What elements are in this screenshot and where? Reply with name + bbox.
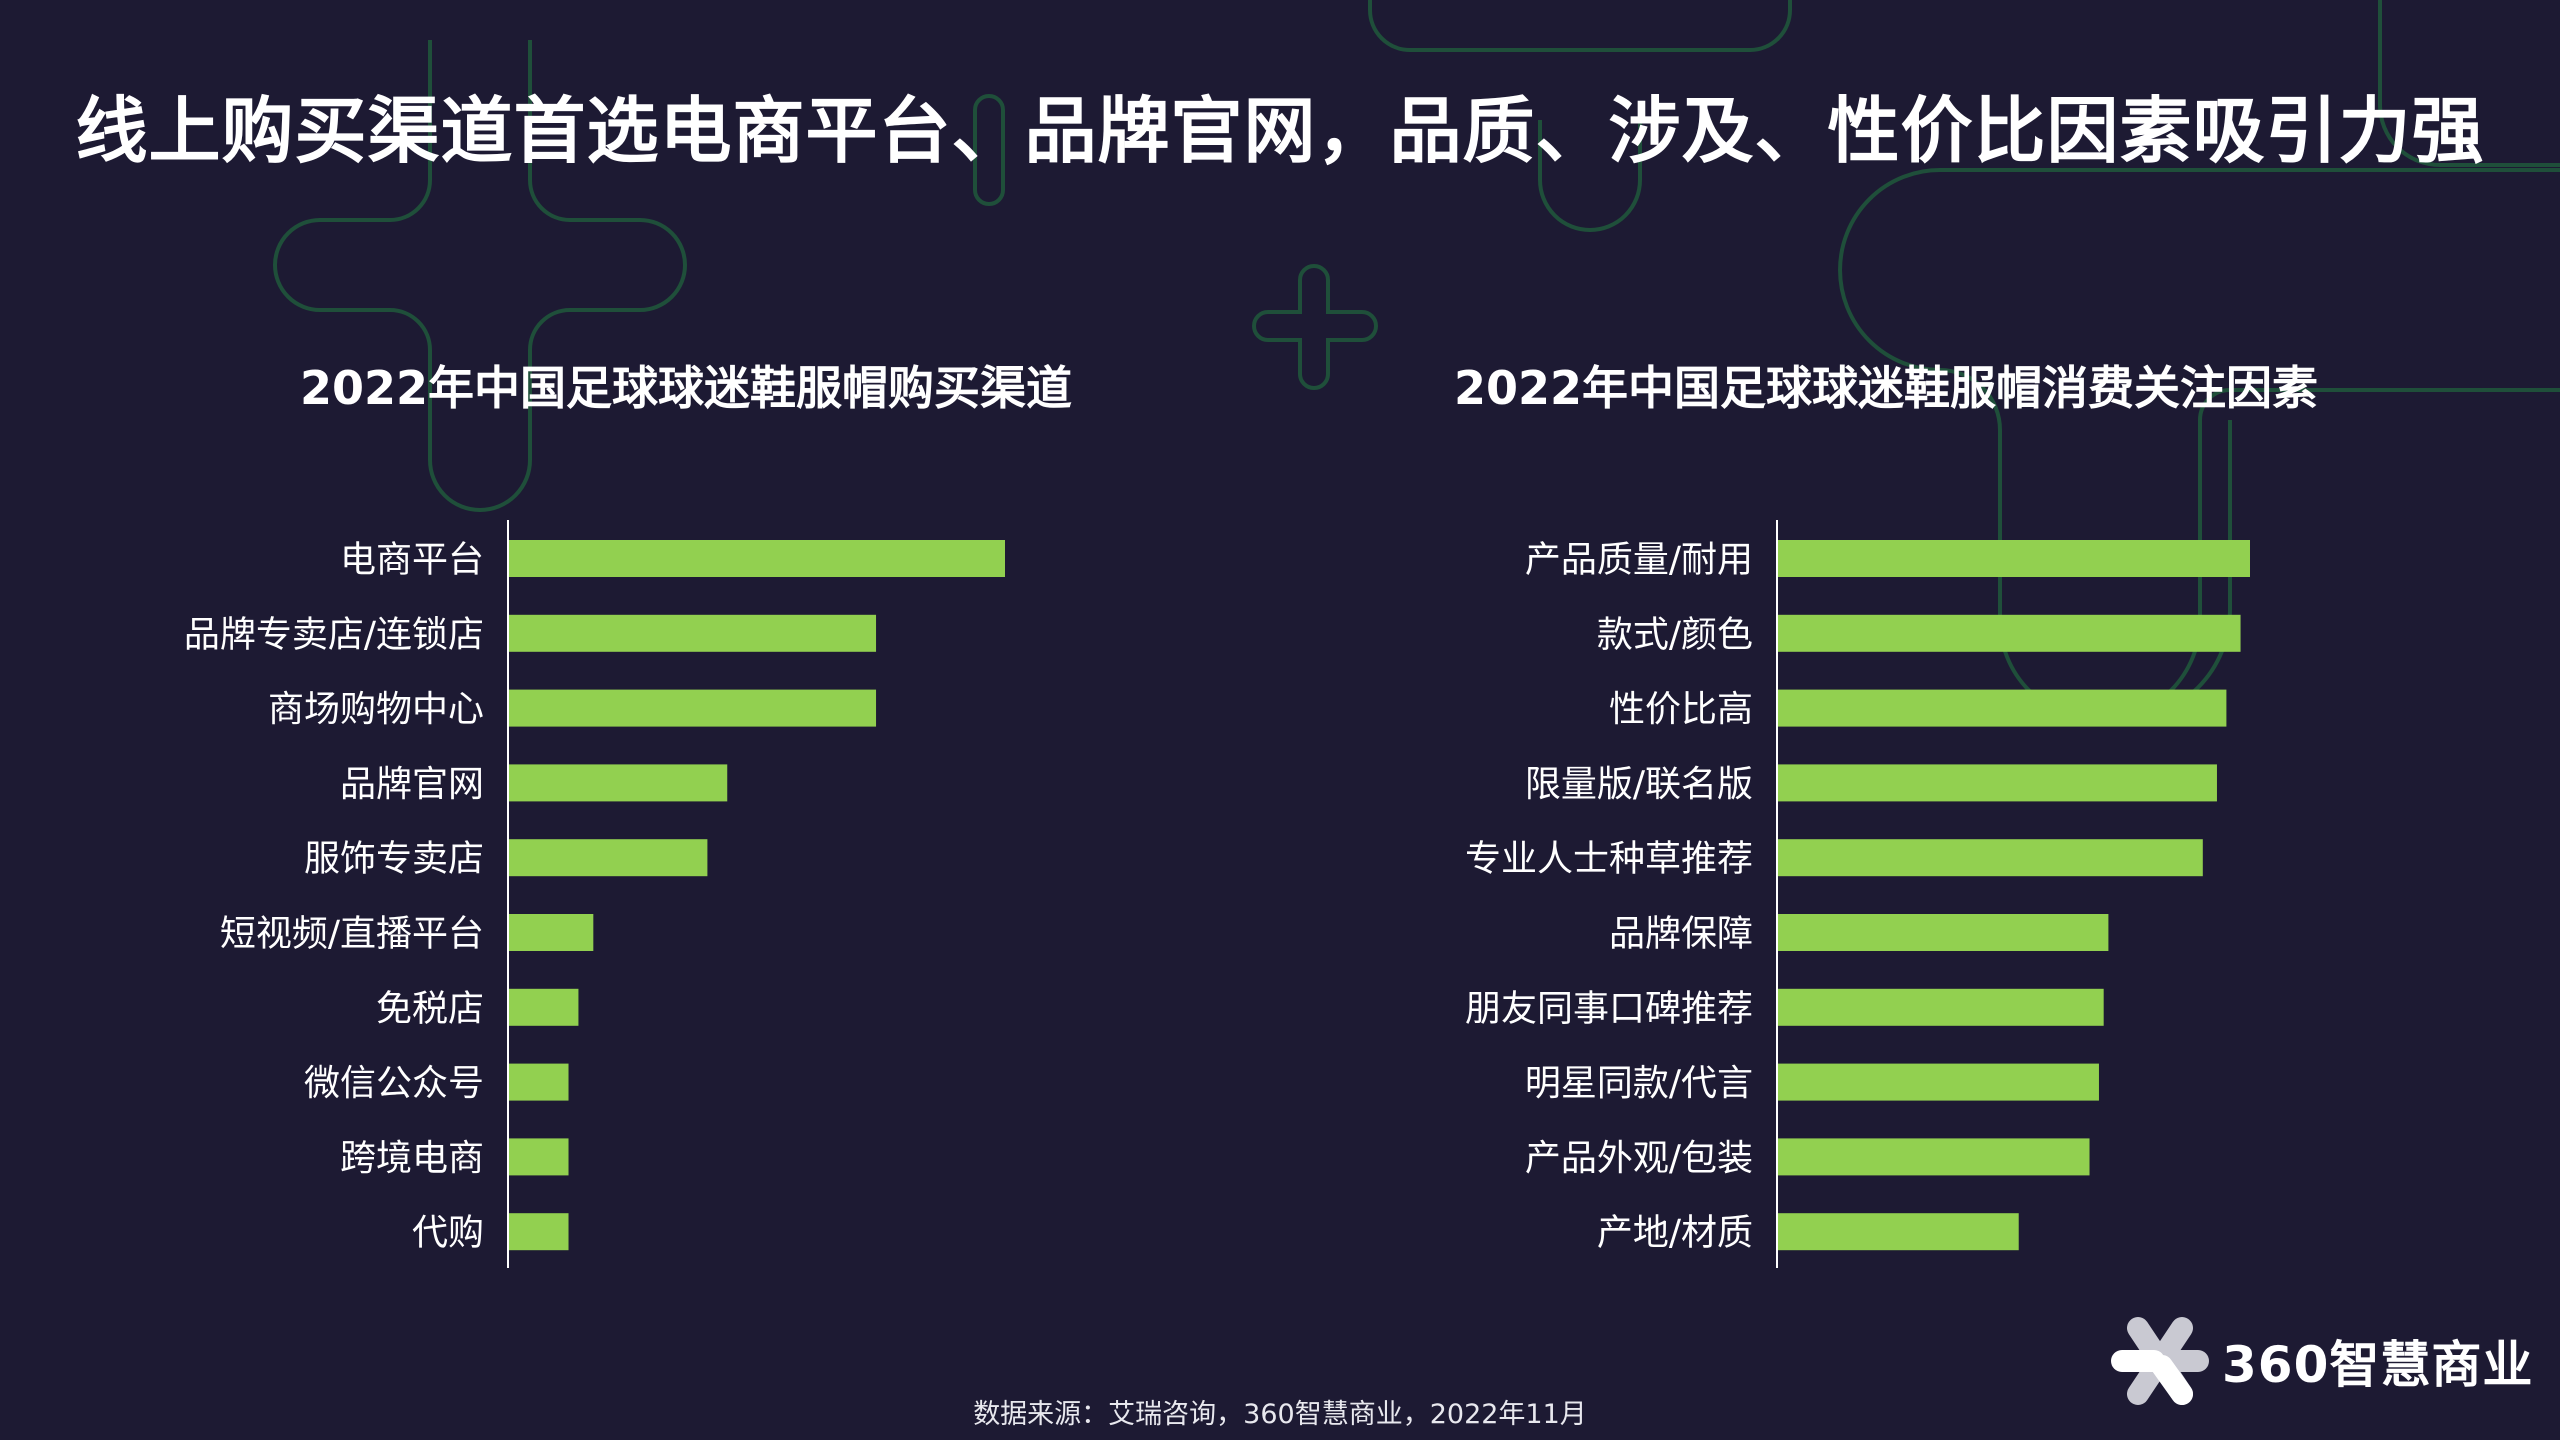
brand-logo: 360智慧商业: [2110, 1316, 2533, 1406]
category-label: 服饰专卖店: [304, 839, 484, 880]
bar: [509, 914, 594, 951]
category-label: 跨境电商: [340, 1138, 484, 1179]
category-label: 短视频/直播平台: [220, 914, 484, 955]
logo-text: 360智慧商业: [2222, 1336, 2534, 1394]
bar: [509, 1138, 569, 1176]
category-label: 代购: [412, 1213, 484, 1254]
plus-shape-icon: [273, 40, 687, 512]
bar: [509, 764, 728, 802]
category-label: 产品质量/耐用: [1525, 540, 1753, 581]
category-label: 品牌专卖店/连锁店: [184, 614, 484, 655]
category-label: 限量版/联名版: [1525, 764, 1753, 805]
bar: [1778, 839, 2203, 877]
bar: [509, 540, 1005, 577]
bar: [1778, 689, 2227, 727]
bar: [1778, 540, 2250, 577]
bar: [1778, 1213, 2019, 1251]
page-title: 线上购买渠道首选电商平台、品牌官网，品质、涉及、性价比因素吸引力强: [75, 89, 2485, 173]
category-label: 免税店: [376, 988, 484, 1029]
bar: [509, 1213, 569, 1251]
bar: [1778, 764, 2217, 802]
bar: [1778, 1063, 2099, 1101]
bar: [509, 988, 579, 1026]
bar: [1778, 1138, 2090, 1176]
category-label: 电商平台: [340, 540, 484, 581]
plus-shape-icon: [1368, 0, 1792, 52]
bar: [1778, 914, 2109, 951]
category-label: 朋友同事口碑推荐: [1465, 988, 1753, 1029]
bar: [1778, 614, 2241, 652]
data-source-footer: 数据来源：艾瑞咨询，360智慧商业，2022年11月: [973, 1399, 1587, 1430]
bar: [509, 614, 877, 652]
plus-shape-icon: [973, 94, 1005, 206]
bar: [509, 689, 877, 727]
360-flower-logo-icon: [2111, 1317, 2209, 1405]
category-label: 商场购物中心: [268, 689, 484, 730]
category-label: 产地/材质: [1597, 1213, 1753, 1254]
category-label: 明星同款/代言: [1525, 1063, 1753, 1104]
category-label: 专业人士种草推荐: [1465, 839, 1753, 880]
category-label: 性价比高: [1609, 689, 1753, 730]
bar: [509, 839, 708, 877]
category-label: 产品外观/包装: [1525, 1138, 1753, 1179]
category-label: 款式/颜色: [1597, 614, 1753, 655]
category-label: 品牌保障: [1609, 914, 1753, 955]
plus-shape-icon: [1252, 264, 1378, 390]
category-label: 品牌官网: [340, 764, 484, 805]
bar: [1778, 988, 2104, 1026]
plus-shape-icon: [1538, 120, 1642, 232]
plus-shape-icon: [2378, 0, 2560, 167]
category-label: 微信公众号: [304, 1063, 484, 1104]
left-chart-title: 2022年中国足球球迷鞋服帽购买渠道: [299, 361, 1073, 415]
right-chart-title: 2022年中国足球球迷鞋服帽消费关注因素: [1453, 361, 2319, 415]
bar: [509, 1063, 569, 1101]
